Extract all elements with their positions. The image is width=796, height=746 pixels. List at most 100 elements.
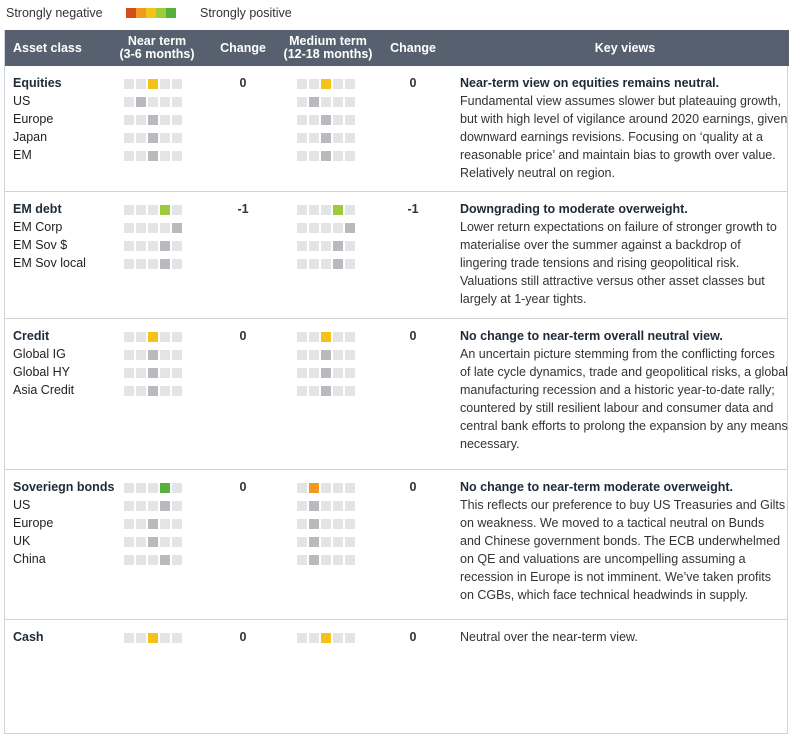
medium-term-rating-cell-1 <box>297 483 307 493</box>
medium-term-rating-cell-3 <box>321 386 331 396</box>
medium-term-rating-cell-3 <box>321 115 331 125</box>
asset-subclass-label: Europe <box>13 112 54 126</box>
near-term-rating <box>124 633 182 643</box>
near-term-rating-cell-5 <box>172 537 182 547</box>
near-term-rating-cell-3 <box>148 519 158 529</box>
medium-term-rating-cell-3 <box>321 483 331 493</box>
near-term-rating-cell-4 <box>160 223 170 233</box>
asset-subclass-label: EM Corp <box>13 220 63 234</box>
near-term-rating-cell-1 <box>124 223 134 233</box>
near-term-rating-cell-2 <box>136 501 146 511</box>
near-term-rating-cell-3 <box>148 241 158 251</box>
change-near-value: 0 <box>239 630 247 644</box>
key-view: Downgrading to moderate overweight. Lower… <box>460 200 788 308</box>
header-medium-term-sub: (12-18 months) <box>283 47 373 61</box>
near-term-rating-cell-1 <box>124 115 134 125</box>
asset-subclass-label: EM Sov local <box>13 256 86 270</box>
key-view-title: Near-term view on equities remains neutr… <box>460 76 720 90</box>
change-near-value: 0 <box>239 76 247 90</box>
near-term-rating-cell-3 <box>148 555 158 565</box>
near-term-rating <box>124 223 182 233</box>
asset-subclass-label: EM <box>13 148 32 162</box>
near-term-rating-cell-5 <box>172 151 182 161</box>
near-term-rating-cell-5 <box>172 115 182 125</box>
header-change-near: Change <box>220 40 266 55</box>
near-term-rating-cell-1 <box>124 537 134 547</box>
asset-class-title: Equities <box>13 76 62 90</box>
near-term-rating <box>124 205 182 215</box>
medium-term-rating-cell-3 <box>321 633 331 643</box>
medium-term-rating-cell-3 <box>321 223 331 233</box>
near-term-rating-cell-4 <box>160 259 170 269</box>
medium-term-rating-cell-2 <box>309 537 319 547</box>
medium-term-rating-cell-4 <box>333 79 343 89</box>
header-near-term-sub: (3-6 months) <box>119 47 195 61</box>
medium-term-rating <box>297 537 355 547</box>
legend-swatch-3 <box>146 8 156 18</box>
medium-term-rating-cell-1 <box>297 223 307 233</box>
near-term-rating-cell-2 <box>136 537 146 547</box>
near-term-rating-cell-4 <box>160 555 170 565</box>
medium-term-rating-cell-3 <box>321 241 331 251</box>
medium-term-rating <box>297 97 355 107</box>
medium-term-rating <box>297 501 355 511</box>
near-term-rating <box>124 97 182 107</box>
medium-term-rating-cell-4 <box>333 368 343 378</box>
medium-term-rating-cell-4 <box>333 115 343 125</box>
medium-term-rating-cell-2 <box>309 259 319 269</box>
near-term-rating-cell-3 <box>148 501 158 511</box>
header-medium-term-label: Medium term <box>289 34 367 48</box>
near-term-rating-cell-5 <box>172 633 182 643</box>
medium-term-rating-cell-3 <box>321 205 331 215</box>
medium-term-rating-cell-4 <box>333 555 343 565</box>
near-term-rating-cell-5 <box>172 386 182 396</box>
near-term-rating-cell-4 <box>160 151 170 161</box>
near-term-rating <box>124 519 182 529</box>
near-term-rating-cell-4 <box>160 519 170 529</box>
medium-term-rating-cell-5 <box>345 386 355 396</box>
near-term-rating-cell-2 <box>136 151 146 161</box>
near-term-rating-cell-5 <box>172 223 182 233</box>
key-view: No change to near-term overall neutral v… <box>460 327 788 453</box>
medium-term-rating-cell-5 <box>345 115 355 125</box>
medium-term-rating <box>297 555 355 565</box>
near-term-rating-cell-1 <box>124 205 134 215</box>
medium-term-rating-cell-2 <box>309 97 319 107</box>
medium-term-rating-cell-4 <box>333 633 343 643</box>
medium-term-rating-cell-3 <box>321 368 331 378</box>
medium-term-rating-cell-3 <box>321 350 331 360</box>
near-term-rating-cell-5 <box>172 483 182 493</box>
near-term-rating-cell-3 <box>148 537 158 547</box>
medium-term-rating-cell-5 <box>345 537 355 547</box>
medium-term-rating-cell-2 <box>309 483 319 493</box>
near-term-rating-cell-5 <box>172 501 182 511</box>
near-term-rating-cell-5 <box>172 519 182 529</box>
key-view-title: Downgrading to moderate overweight. <box>460 202 688 216</box>
asset-subclass-label: Japan <box>13 130 48 144</box>
near-term-rating-cell-1 <box>124 151 134 161</box>
key-view-title: No change to near-term overall neutral v… <box>460 329 723 343</box>
medium-term-rating-cell-3 <box>321 151 331 161</box>
near-term-rating-cell-4 <box>160 633 170 643</box>
near-term-rating-cell-2 <box>136 115 146 125</box>
medium-term-rating-cell-1 <box>297 241 307 251</box>
near-term-rating-cell-2 <box>136 483 146 493</box>
near-term-rating-cell-1 <box>124 483 134 493</box>
near-term-rating-cell-5 <box>172 205 182 215</box>
medium-term-rating-cell-3 <box>321 133 331 143</box>
near-term-rating-cell-1 <box>124 241 134 251</box>
medium-term-rating-cell-2 <box>309 386 319 396</box>
medium-term-rating-cell-4 <box>333 501 343 511</box>
header-asset-class: Asset class <box>13 40 82 55</box>
near-term-rating <box>124 241 182 251</box>
near-term-rating-cell-4 <box>160 205 170 215</box>
legend-negative-label: Strongly negative <box>6 6 103 20</box>
medium-term-rating-cell-1 <box>297 501 307 511</box>
medium-term-rating-cell-1 <box>297 151 307 161</box>
medium-term-rating-cell-1 <box>297 97 307 107</box>
near-term-rating-cell-2 <box>136 223 146 233</box>
change-medium-value: -1 <box>407 202 419 216</box>
header-change-medium: Change <box>390 40 436 55</box>
near-term-rating-cell-4 <box>160 350 170 360</box>
medium-term-rating-cell-1 <box>297 133 307 143</box>
